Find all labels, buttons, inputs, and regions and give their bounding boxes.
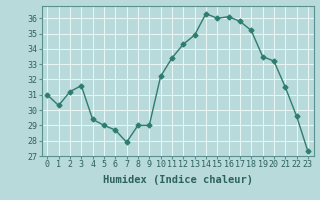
X-axis label: Humidex (Indice chaleur): Humidex (Indice chaleur): [103, 175, 252, 185]
